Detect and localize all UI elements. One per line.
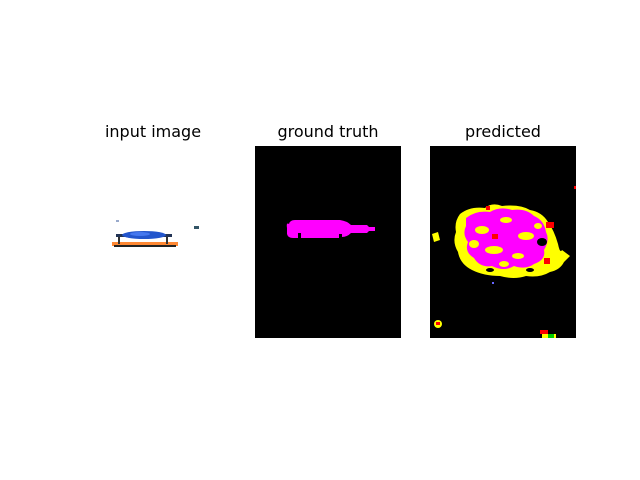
input-image-title: input image (73, 122, 233, 142)
ground-truth-title: ground truth (248, 122, 408, 142)
ground-truth-panel (255, 146, 401, 338)
predicted-title: predicted (423, 122, 583, 142)
predicted-panel (430, 146, 576, 338)
input-image (80, 146, 226, 338)
ground-truth-mask (255, 146, 401, 338)
predicted-mask (430, 146, 576, 338)
input-image-panel (80, 146, 226, 338)
